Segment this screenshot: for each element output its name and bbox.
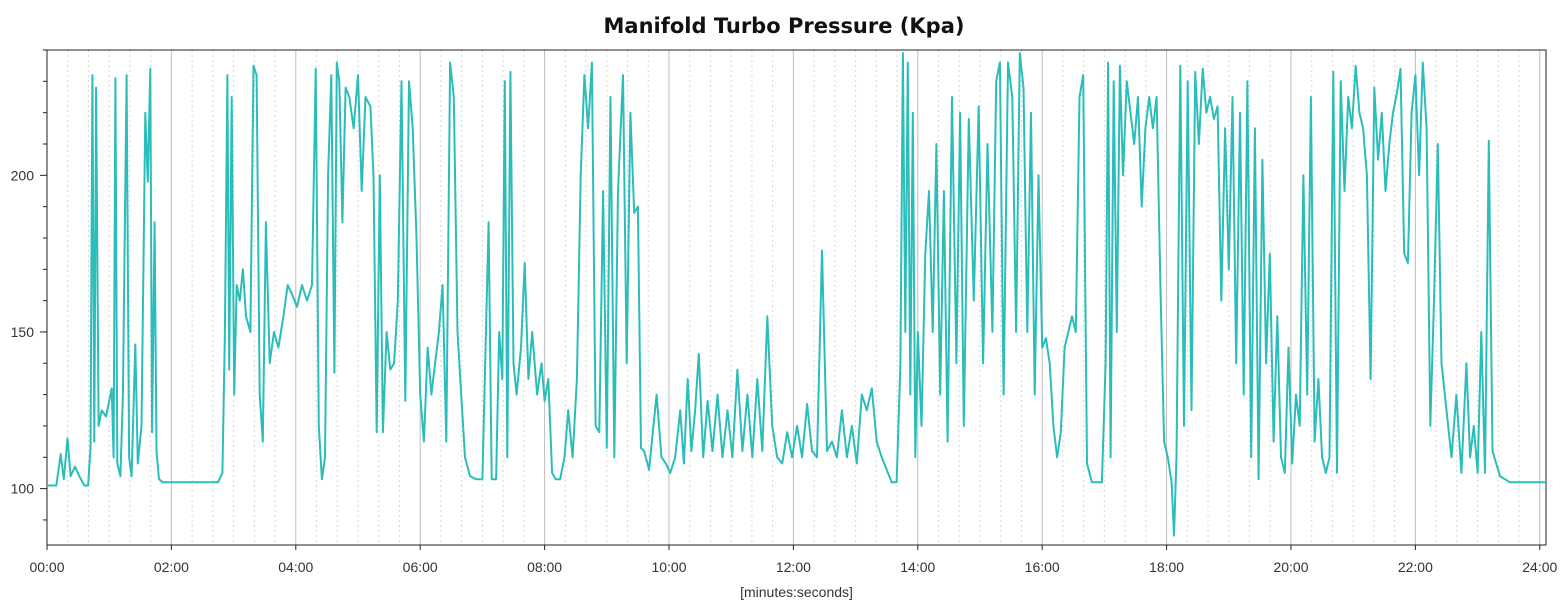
x-tick-label: 14:00 bbox=[900, 559, 935, 575]
x-tick-label: 04:00 bbox=[278, 559, 313, 575]
x-tick-label: 22:00 bbox=[1398, 559, 1433, 575]
y-tick-label: 200 bbox=[11, 167, 35, 183]
y-tick-label: 150 bbox=[11, 324, 35, 340]
x-tick-label: 12:00 bbox=[776, 559, 811, 575]
x-tick-label: 16:00 bbox=[1025, 559, 1060, 575]
x-tick-label: 06:00 bbox=[403, 559, 438, 575]
x-tick-label: 24:00 bbox=[1522, 559, 1557, 575]
y-axis: 100 150 200 bbox=[11, 49, 47, 521]
major-gridlines bbox=[46, 50, 1541, 545]
x-tick-label: 20:00 bbox=[1273, 559, 1308, 575]
chart-title: Manifold Turbo Pressure (Kpa) bbox=[603, 14, 965, 38]
y-tick-label: 100 bbox=[11, 481, 35, 497]
x-tick-label: 08:00 bbox=[527, 559, 562, 575]
x-tick-label: 02:00 bbox=[154, 559, 189, 575]
x-tick-label: 18:00 bbox=[1149, 559, 1184, 575]
plot-frame bbox=[46, 49, 1547, 546]
x-axis-label: [minutes:seconds] bbox=[740, 584, 853, 600]
x-tick-label: 10:00 bbox=[651, 559, 686, 575]
x-tick-label: 00:00 bbox=[29, 559, 64, 575]
x-axis: 00:00 02:00 04:00 06:00 08:00 10:00 12:00 14:00… bbox=[29, 545, 1558, 575]
series-line bbox=[47, 52, 1546, 537]
